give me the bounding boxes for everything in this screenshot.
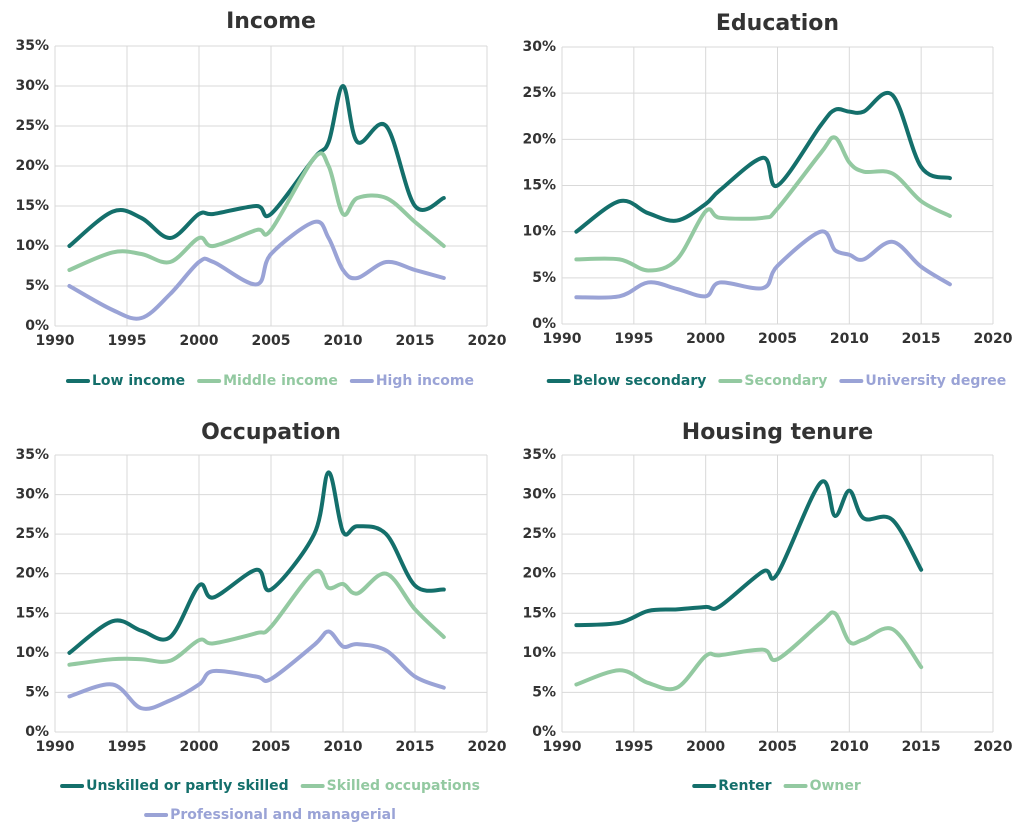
x-tick-label: 2010	[830, 739, 869, 755]
x-tick-label: 2010	[324, 333, 363, 349]
line-series	[67, 219, 446, 321]
line-series	[67, 470, 446, 655]
x-tick-label: 1995	[108, 333, 147, 349]
legend-label: Owner	[810, 778, 861, 794]
y-tick-label: 0%	[532, 316, 556, 332]
y-tick-label: 15%	[15, 198, 49, 214]
y-tick-label: 35%	[15, 447, 49, 463]
x-tick-label: 1990	[36, 739, 75, 755]
x-tick-label: 2015	[902, 331, 941, 347]
x-tick-label: 2005	[758, 331, 797, 347]
y-tick-label: 20%	[522, 131, 556, 147]
y-tick-label: 25%	[15, 526, 49, 542]
line-series	[67, 151, 446, 272]
legend-label: Middle income	[223, 373, 338, 389]
y-tick-label: 10%	[522, 645, 556, 661]
x-tick-label: 1995	[614, 739, 653, 755]
legend-label: Secondary	[744, 373, 827, 389]
x-tick-label: 2005	[252, 739, 291, 755]
y-tick-label: 10%	[15, 238, 49, 254]
x-tick-label: 2020	[974, 739, 1013, 755]
y-tick-label: 20%	[522, 566, 556, 582]
y-tick-label: 0%	[532, 724, 556, 740]
y-tick-label: 25%	[522, 85, 556, 101]
x-tick-label: 1995	[108, 739, 147, 755]
legend-item: Professional and managerial	[144, 807, 396, 822]
x-tick-label: 2010	[830, 331, 869, 347]
x-tick-label: 2020	[974, 331, 1013, 347]
chart-title: Housing tenure	[682, 420, 873, 445]
x-tick-label: 2015	[902, 739, 941, 755]
y-tick-label: 25%	[522, 526, 556, 542]
line-series	[574, 610, 924, 692]
y-tick-label: 15%	[522, 178, 556, 194]
x-tick-label: 1990	[36, 333, 75, 349]
y-tick-label: 30%	[522, 487, 556, 503]
y-tick-label: 5%	[532, 270, 556, 286]
x-tick-label: 2000	[180, 333, 219, 349]
x-tick-label: 1995	[614, 331, 653, 347]
y-tick-label: 25%	[15, 118, 49, 134]
y-tick-label: 15%	[15, 605, 49, 621]
x-tick-label: 2015	[396, 739, 435, 755]
y-tick-label: 5%	[25, 278, 49, 294]
legend-label: Unskilled or partly skilled	[86, 778, 289, 794]
legend-label: Low income	[92, 373, 185, 389]
x-tick-label: 2000	[180, 739, 219, 755]
y-tick-label: 30%	[15, 78, 49, 94]
legend-item: University degree	[839, 373, 1006, 389]
legend-label: High income	[376, 373, 474, 389]
y-tick-label: 35%	[522, 447, 556, 463]
x-tick-label: 1990	[543, 331, 582, 347]
legend-label: Skilled occupations	[327, 778, 480, 794]
line-series	[574, 229, 952, 300]
x-tick-label: 2005	[758, 739, 797, 755]
chart-title: Occupation	[201, 420, 341, 445]
x-tick-label: 2000	[686, 331, 725, 347]
line-series	[67, 629, 446, 711]
x-tick-label: 2010	[324, 739, 363, 755]
line-series	[574, 135, 952, 273]
y-tick-label: 30%	[522, 39, 556, 55]
y-tick-label: 20%	[15, 158, 49, 174]
line-series	[67, 84, 446, 248]
legend-item: Skilled occupations	[300, 778, 480, 794]
y-tick-label: 20%	[15, 566, 49, 582]
x-tick-label: 2015	[396, 333, 435, 349]
line-series	[67, 568, 446, 667]
y-tick-label: 15%	[522, 605, 556, 621]
legend-label: Renter	[718, 778, 771, 794]
y-tick-label: 10%	[15, 645, 49, 661]
x-tick-label: 1990	[543, 739, 582, 755]
x-tick-label: 2000	[686, 739, 725, 755]
line-series	[574, 90, 952, 234]
x-tick-label: 2005	[252, 333, 291, 349]
legend-item: Renter	[692, 778, 772, 794]
line-series	[574, 479, 924, 628]
legend-label: University degree	[865, 373, 1006, 389]
legend-label: Professional and managerial	[170, 807, 396, 822]
y-tick-label: 0%	[25, 724, 49, 740]
legend-item: Below secondary	[546, 373, 707, 389]
chart-title: Income	[226, 9, 316, 34]
legend-item: Unskilled or partly skilled	[60, 778, 289, 794]
y-tick-label: 0%	[25, 318, 49, 334]
legend-label: Below secondary	[573, 373, 707, 389]
y-tick-label: 35%	[15, 38, 49, 54]
y-tick-label: 30%	[15, 487, 49, 503]
legend-item: Middle income	[197, 373, 338, 389]
legend-item: Owner	[783, 778, 861, 794]
chart-title: Education	[716, 11, 839, 36]
legend-item: High income	[349, 373, 474, 389]
legend-item: Low income	[66, 373, 185, 389]
y-tick-label: 5%	[532, 684, 556, 700]
x-tick-label: 2020	[468, 333, 507, 349]
y-tick-label: 10%	[522, 224, 556, 240]
legend-item: Secondary	[718, 373, 827, 389]
y-tick-label: 5%	[25, 684, 49, 700]
x-tick-label: 2020	[468, 739, 507, 755]
